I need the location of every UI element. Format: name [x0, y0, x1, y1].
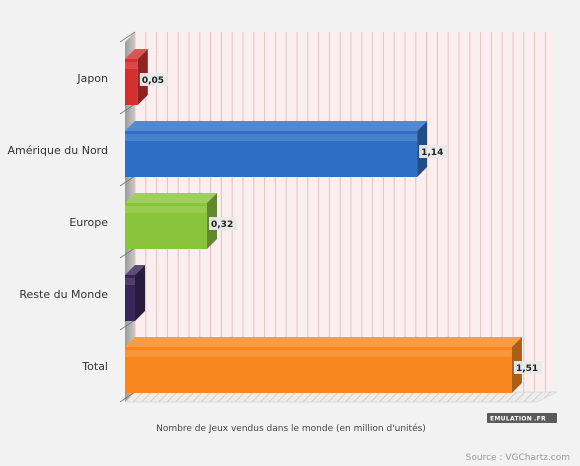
logo-text-left: EMULATION [490, 416, 532, 423]
x-axis-title: Nombre de Jeux vendus dans le monde (en … [156, 423, 426, 434]
data-label-bg [513, 361, 542, 374]
bar [125, 49, 148, 105]
bar [125, 265, 145, 321]
data-label-bg [139, 73, 168, 86]
category-tick [119, 175, 136, 187]
plot-floor [124, 391, 558, 403]
category-axis: Japon Amérique du Nord Europe Reste du Mond… [7, 31, 136, 403]
category-tick [119, 391, 136, 403]
logo-text-right: .FR [534, 416, 546, 423]
category-label: Europe [69, 216, 108, 229]
category-label: Reste du Monde [19, 288, 108, 301]
category-label: Total [81, 360, 108, 373]
data-label: 1,14 [421, 148, 443, 158]
category-label: Japon [76, 72, 108, 85]
category-tick [119, 247, 136, 259]
category-label: Amérique du Nord [7, 144, 108, 157]
data-label: 0,05 [142, 76, 164, 86]
data-labels: 0,05 1,14 0,32 1,51 [139, 73, 542, 374]
category-tick [119, 31, 136, 43]
category-tick [119, 103, 136, 115]
data-label: 0,32 [211, 220, 233, 230]
plot-floor-surface [124, 391, 558, 403]
category-tick [119, 319, 136, 331]
data-label-bg [209, 217, 237, 230]
data-label: 1,51 [516, 364, 538, 374]
emulation-logo: EMULATION .FR [487, 413, 557, 423]
bar [125, 121, 428, 177]
bars [125, 49, 522, 393]
bar [125, 193, 217, 249]
source-label: Source : VGChartz.com [466, 453, 570, 463]
data-label-bg [419, 145, 448, 158]
bar [125, 337, 522, 393]
